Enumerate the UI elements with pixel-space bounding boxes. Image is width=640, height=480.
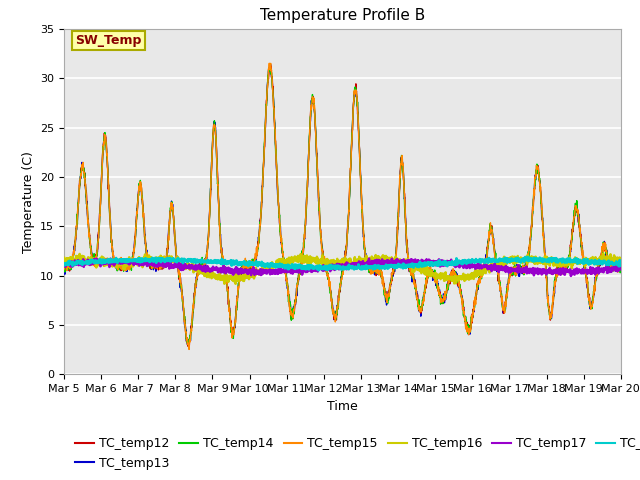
TC_temp16 xyxy=(601,257,609,263)
TC_temp16 xyxy=(617,256,625,262)
TC_temp18 xyxy=(617,262,625,268)
TC_temp15 xyxy=(185,347,193,352)
Line: TC_temp13: TC_temp13 xyxy=(64,64,621,345)
TC_temp13 xyxy=(88,259,96,264)
TC_temp15 xyxy=(499,306,507,312)
TC_temp14 xyxy=(602,246,609,252)
Line: TC_temp12: TC_temp12 xyxy=(64,64,621,346)
TC_temp17 xyxy=(60,262,68,268)
TC_temp13 xyxy=(185,342,193,348)
TC_temp13 xyxy=(266,61,274,67)
TC_temp12 xyxy=(184,343,192,349)
TC_temp16 xyxy=(88,257,96,263)
Line: TC_temp16: TC_temp16 xyxy=(64,254,621,284)
TC_temp12 xyxy=(88,257,96,263)
TC_temp14 xyxy=(317,232,324,238)
TC_temp14 xyxy=(332,315,339,321)
TC_temp15 xyxy=(60,266,68,272)
TC_temp15 xyxy=(332,319,339,325)
TC_temp14 xyxy=(60,264,68,269)
TC_temp16 xyxy=(232,281,239,287)
TC_temp17 xyxy=(365,256,373,262)
TC_temp12 xyxy=(617,259,625,265)
TC_temp14 xyxy=(266,63,274,69)
TC_temp17 xyxy=(499,265,506,271)
TC_temp18 xyxy=(88,259,96,264)
TC_temp17 xyxy=(567,273,575,279)
TC_temp17 xyxy=(331,267,339,273)
Line: TC_temp14: TC_temp14 xyxy=(64,66,621,346)
TC_temp18 xyxy=(316,264,324,269)
Line: TC_temp15: TC_temp15 xyxy=(64,63,621,349)
TC_temp17 xyxy=(602,266,609,272)
TC_temp15 xyxy=(601,241,609,247)
TC_temp12 xyxy=(602,242,609,248)
TC_temp15 xyxy=(88,257,96,263)
TC_temp12 xyxy=(317,227,324,233)
TC_temp13 xyxy=(601,246,609,252)
TC_temp13 xyxy=(602,241,609,247)
TC_temp15 xyxy=(317,229,324,235)
TC_temp14 xyxy=(88,254,96,260)
TC_temp14 xyxy=(617,265,625,271)
Y-axis label: Temperature (C): Temperature (C) xyxy=(22,151,35,252)
TC_temp16 xyxy=(316,260,324,265)
TC_temp13 xyxy=(332,315,339,321)
TC_temp17 xyxy=(316,263,324,269)
TC_temp18 xyxy=(602,259,609,265)
TC_temp16 xyxy=(602,254,609,260)
TC_temp18 xyxy=(499,256,506,262)
TC_temp17 xyxy=(601,266,609,272)
TC_temp18 xyxy=(331,266,339,272)
TC_temp12 xyxy=(332,315,339,321)
TC_temp17 xyxy=(617,263,625,269)
TC_temp13 xyxy=(317,227,324,232)
TC_temp16 xyxy=(60,255,68,261)
TC_temp16 xyxy=(499,262,506,267)
TC_temp12 xyxy=(266,61,274,67)
TC_temp18 xyxy=(601,259,609,264)
TC_temp16 xyxy=(331,260,339,265)
TC_temp15 xyxy=(602,245,609,251)
TC_temp13 xyxy=(499,309,507,314)
TC_temp13 xyxy=(617,264,625,270)
TC_temp14 xyxy=(601,245,609,251)
Legend: TC_temp12, TC_temp13, TC_temp14, TC_temp15, TC_temp16, TC_temp17, TC_temp18: TC_temp12, TC_temp13, TC_temp14, TC_temp… xyxy=(70,432,640,475)
TC_temp15 xyxy=(617,266,625,272)
TC_temp12 xyxy=(499,307,507,313)
Line: TC_temp18: TC_temp18 xyxy=(64,257,621,270)
TC_temp13 xyxy=(60,261,68,266)
Title: Temperature Profile B: Temperature Profile B xyxy=(260,9,425,24)
TC_temp16 xyxy=(600,251,607,257)
Line: TC_temp17: TC_temp17 xyxy=(64,259,621,276)
TC_temp17 xyxy=(88,260,96,265)
TC_temp15 xyxy=(266,60,273,66)
TC_temp12 xyxy=(60,262,68,267)
TC_temp18 xyxy=(524,254,532,260)
Text: SW_Temp: SW_Temp xyxy=(75,35,141,48)
X-axis label: Time: Time xyxy=(327,400,358,413)
TC_temp14 xyxy=(185,343,193,348)
TC_temp12 xyxy=(601,242,609,248)
TC_temp18 xyxy=(60,261,68,266)
TC_temp14 xyxy=(499,304,507,310)
TC_temp18 xyxy=(315,267,323,273)
